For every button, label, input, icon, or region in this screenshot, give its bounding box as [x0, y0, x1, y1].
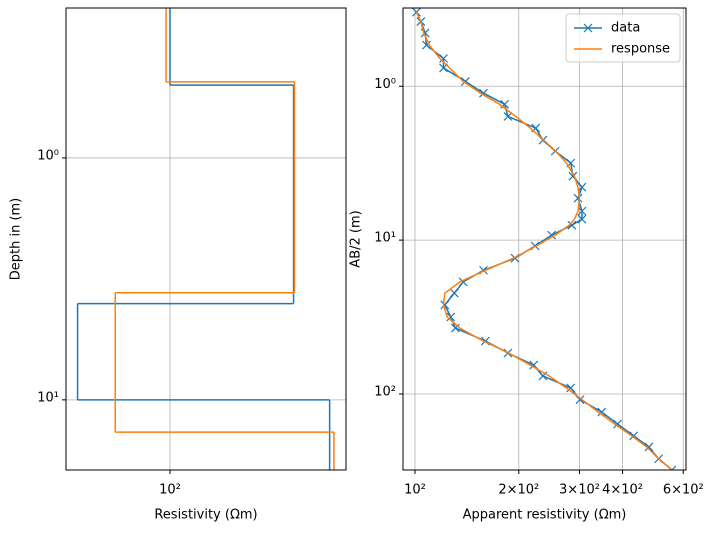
data-marker	[503, 111, 513, 121]
x-axis-label: Apparent resistivity (Ωm)	[463, 508, 627, 523]
y-axis-label: AB/2 (m)	[349, 210, 364, 267]
data-marker	[412, 8, 421, 17]
axes-frame	[402, 7, 687, 471]
data-marker	[440, 300, 450, 310]
x-tick-label: 10²	[159, 483, 181, 498]
data-marker	[573, 193, 583, 203]
data-marker	[422, 40, 431, 50]
y-tick-label: 10⁰	[37, 148, 59, 163]
data-marker	[644, 442, 654, 452]
data-marker	[597, 407, 607, 417]
axes: 10² 2×10² 3×10² 4×10² 6×10² 10⁰ 10¹ 10² Apparent…	[349, 7, 704, 523]
plot-area	[412, 8, 677, 470]
y-tick-label: 10⁰	[374, 77, 396, 92]
data-marker	[449, 288, 459, 298]
data-marker	[439, 54, 448, 63]
axes-frame	[65, 7, 347, 471]
data-marker	[529, 360, 539, 370]
y-tick-label: 10²	[374, 384, 396, 399]
x-tick-label: 4×10²	[602, 483, 643, 498]
data-marker	[446, 312, 456, 322]
plot-area	[76, 8, 335, 470]
legend-label: data	[611, 21, 640, 36]
legend-box	[565, 13, 681, 63]
data-marker	[613, 419, 623, 429]
legend-label: response	[611, 42, 670, 57]
x-tick-label: 6×10²	[663, 483, 704, 498]
data-marker	[451, 323, 460, 333]
data-marker	[567, 220, 577, 230]
y-tick-label: 10¹	[37, 390, 59, 405]
x-axis-label: Resistivity (Ωm)	[154, 508, 257, 523]
x-tick-label: 10²	[404, 483, 426, 498]
series-line	[415, 11, 673, 470]
y-tick-label: 10¹	[374, 231, 396, 246]
data-marker	[566, 383, 576, 393]
y-axis-label: Depth in (m)	[9, 198, 24, 281]
data-marker	[577, 182, 587, 192]
x-tick-label: 3×10²	[559, 483, 600, 498]
data-marker	[547, 230, 557, 240]
legend: data response	[565, 13, 681, 63]
data-marker	[577, 206, 587, 216]
axes: 10² 10⁰ 10¹ Resistivity (Ωm) Depth in (m)	[9, 7, 347, 523]
data-marker	[577, 214, 587, 224]
x-tick-label: 2×10²	[498, 483, 539, 498]
legend-marker	[583, 23, 593, 33]
data-marker	[500, 99, 510, 109]
